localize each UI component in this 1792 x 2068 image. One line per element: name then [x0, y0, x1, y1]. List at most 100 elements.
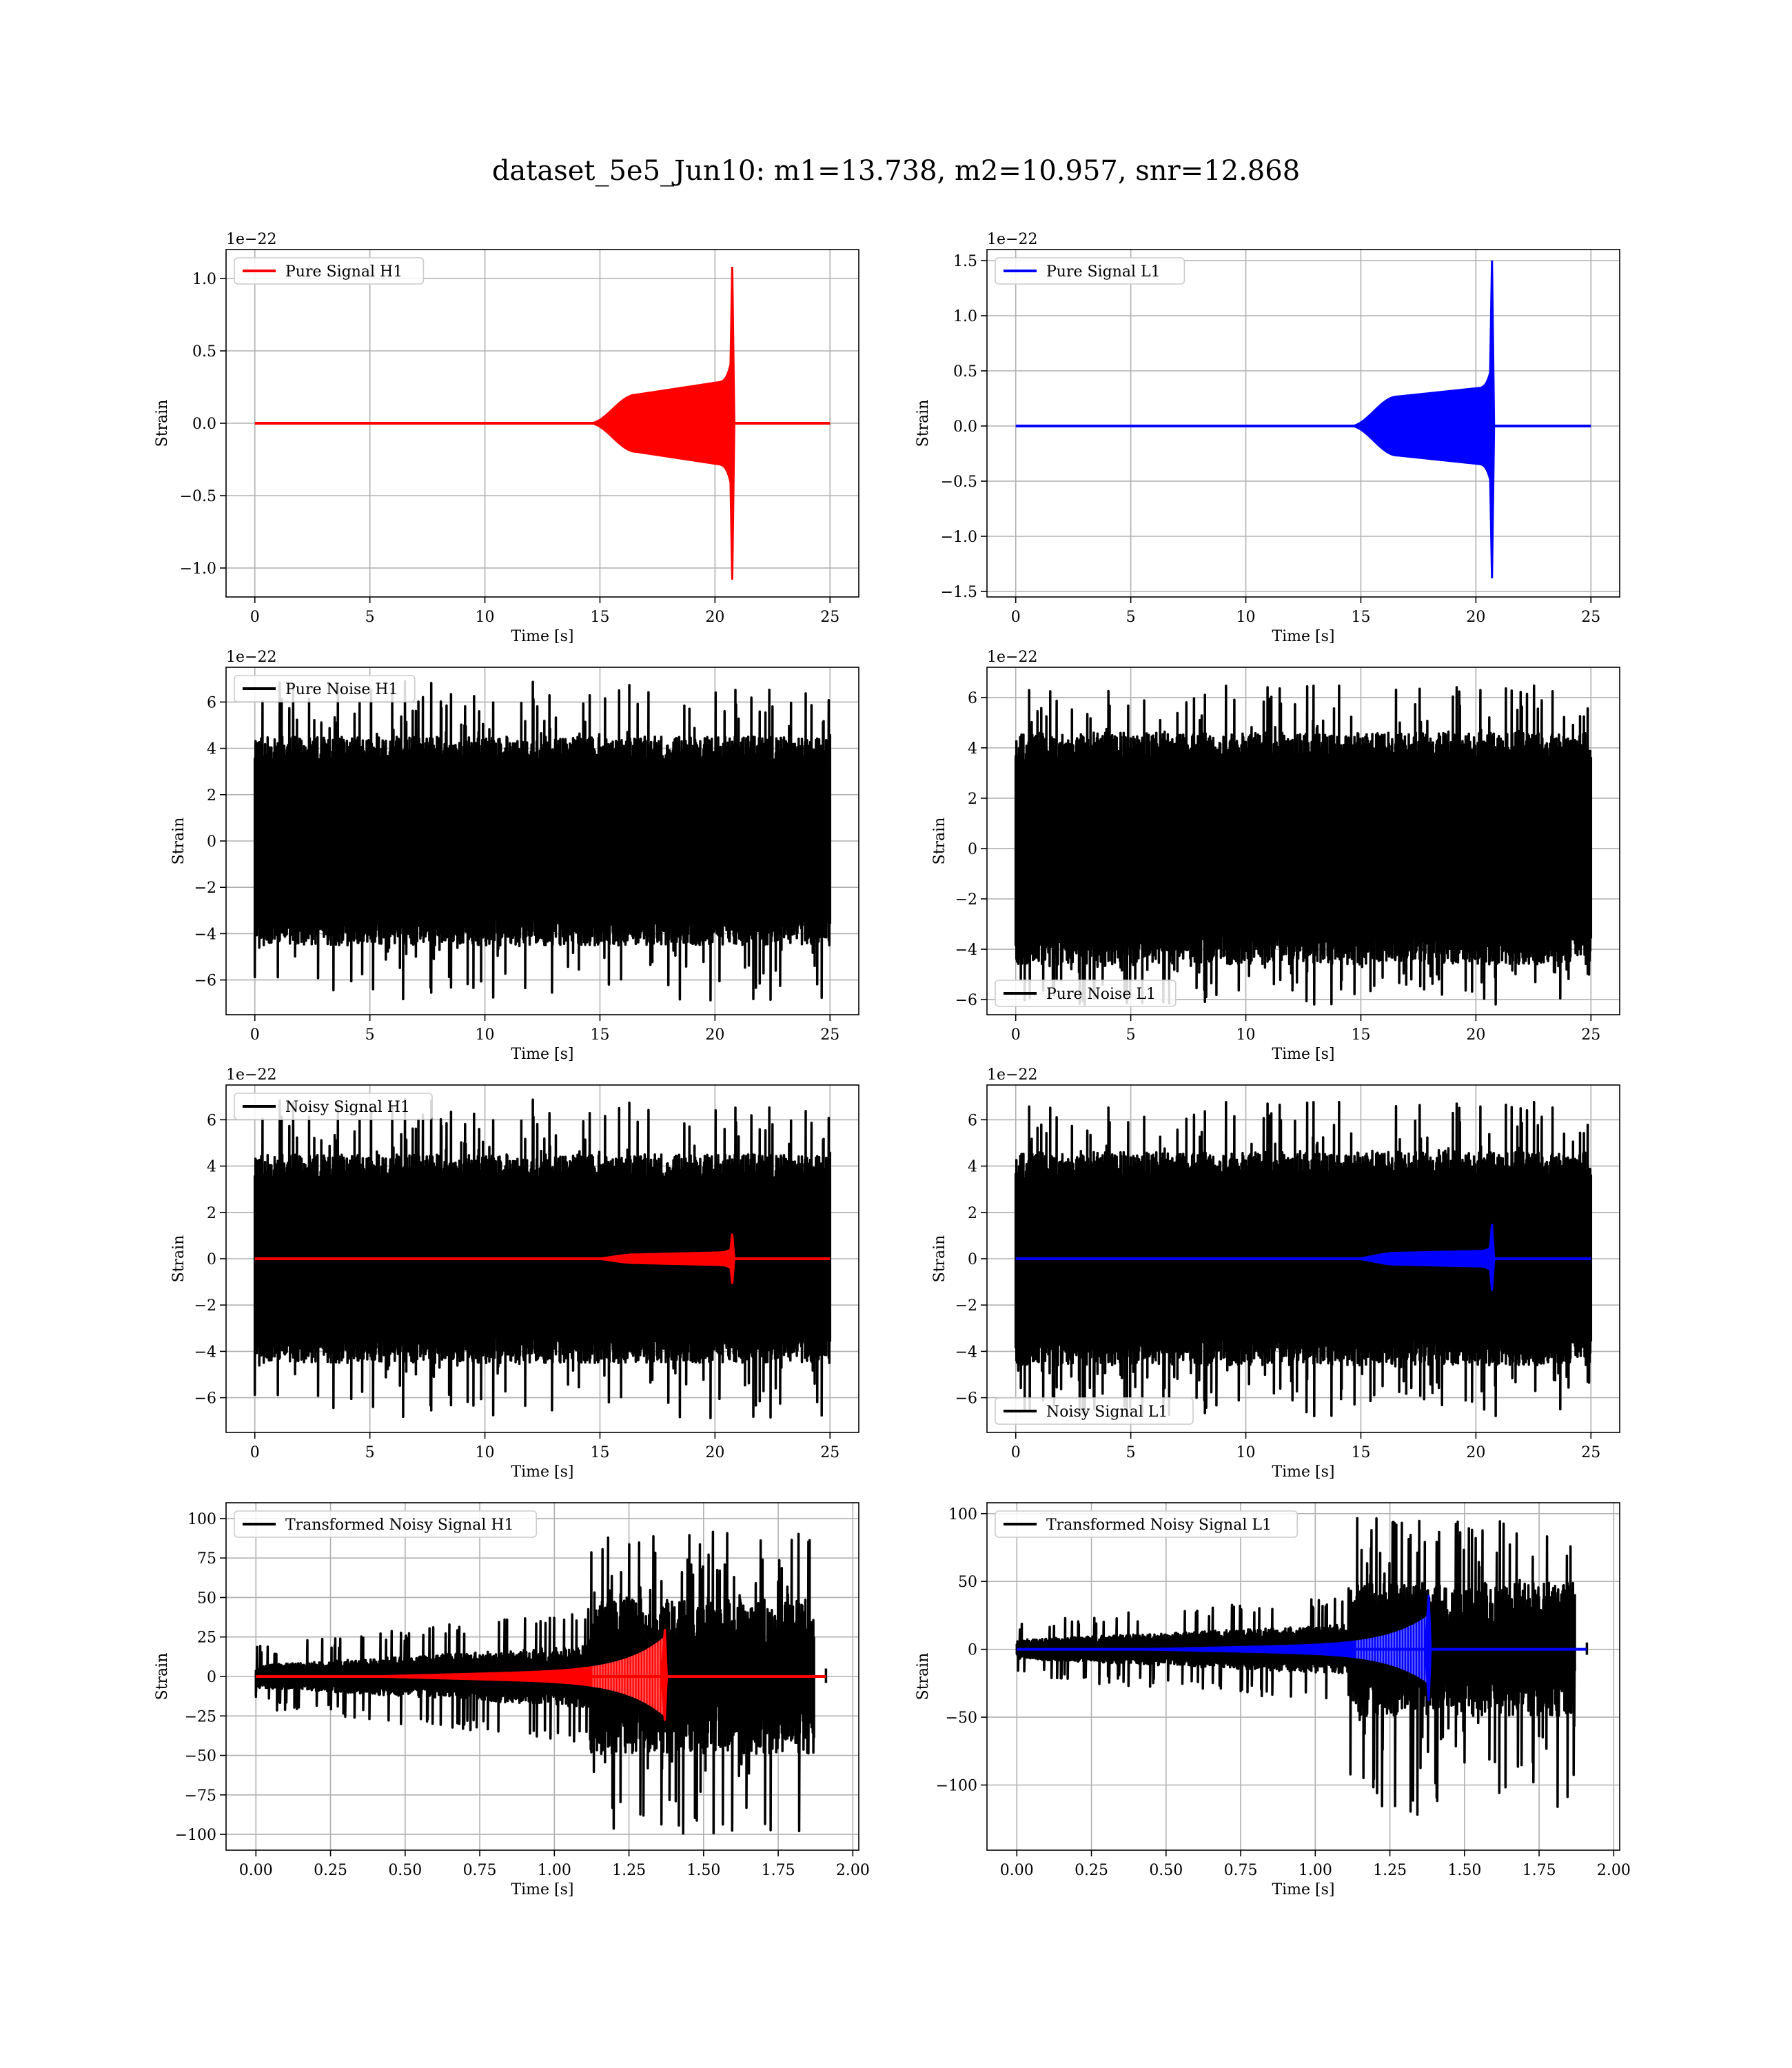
axis-offset-text: 1e−22 [987, 649, 1037, 666]
x-tick-label: 0.50 [388, 1862, 422, 1879]
x-tick-label: 1.00 [538, 1862, 571, 1879]
x-tick-label: 20 [1466, 1026, 1485, 1044]
y-tick-label: −6 [955, 992, 977, 1009]
y-tick-label: 1.0 [192, 271, 216, 288]
y-tick-label: −4 [955, 1344, 977, 1361]
legend: Pure Signal L1 [995, 257, 1185, 285]
x-tick-label: 0.25 [314, 1862, 347, 1879]
x-tick-label: 15 [590, 1026, 609, 1044]
y-tick-label: 0 [207, 833, 216, 851]
legend-box [995, 257, 1185, 285]
series-1-trace [1014, 1101, 1593, 1418]
y-tick-label: 6 [968, 1112, 977, 1129]
y-tick-label: −4 [955, 942, 977, 959]
figure-title: dataset_5e5_Jun10: m1=13.738, m2=10.957,… [491, 155, 1301, 187]
chart-panel-1: 0 5 10 15 20 25 −1.0 −0.5 0.0 0.5 1.0 Time [s] Strai… [154, 231, 859, 645]
x-tick-label: 2.00 [1597, 1862, 1631, 1879]
legend-box [234, 675, 416, 702]
y-axis-label: Strain [931, 1235, 948, 1283]
y-tick-label: −4 [194, 926, 216, 943]
y-tick-label: −6 [955, 1390, 977, 1408]
legend: Pure Noise H1 [234, 675, 416, 702]
series-2-merger-spike [1488, 1224, 1496, 1291]
x-tick-label: 5 [365, 1444, 375, 1461]
legend-label: Pure Signal L1 [1046, 263, 1161, 281]
y-tick-label: −4 [194, 1344, 216, 1361]
legend-box [234, 1093, 433, 1120]
legend: Pure Signal H1 [234, 257, 425, 285]
x-tick-label: 0.75 [463, 1862, 497, 1879]
y-tick-label: 100 [187, 1511, 216, 1528]
plot-area [254, 1530, 828, 1835]
y-tick-label: 50 [958, 1574, 977, 1591]
axis-offset-text: 1e−22 [226, 1066, 276, 1084]
series-1-merger-spike [728, 267, 735, 580]
x-tick-label: 10 [1236, 1026, 1256, 1044]
x-tick-label: 15 [590, 1444, 609, 1461]
y-tick-label: 0.0 [192, 416, 216, 433]
axes-frame [986, 1502, 1620, 1851]
y-tick-label: −0.5 [180, 488, 216, 505]
y-tick-label: 1.5 [953, 253, 977, 270]
axis-offset-text: 1e−22 [987, 231, 1037, 248]
legend: Transformed Noisy Signal H1 [234, 1510, 538, 1538]
x-tick-label: 20 [705, 1444, 724, 1461]
x-tick-label: 0.25 [1075, 1862, 1108, 1879]
y-tick-label: −2 [955, 1297, 977, 1315]
y-tick-label: 2 [968, 791, 977, 808]
chart-panel-2: 0 5 10 15 20 25 −1.5 −1.0 −0.5 0.0 0.5 1.0 1.5 Time [… [915, 231, 1620, 645]
x-tick-label: 25 [1581, 1026, 1600, 1044]
y-axis-label: Strain [154, 1653, 171, 1701]
chart-panel-8: 0.00 0.25 0.50 0.75 1.00 1.25 1.50 1.75 2.00 −100… [915, 1502, 1631, 1898]
x-tick-label: 5 [1126, 1444, 1136, 1461]
y-tick-label: 2 [968, 1205, 977, 1222]
legend: Pure Noise L1 [995, 980, 1177, 1007]
y-tick-label: −100 [175, 1827, 216, 1844]
plot-area [1014, 685, 1593, 1006]
chart-panel-5: 0 5 10 15 20 25 −6 −4 −2 0 2 4 6 Time [s] Strain 1e−22 N… [170, 1066, 859, 1481]
x-tick-label: 1.00 [1299, 1862, 1332, 1879]
axis-offset-text: 1e−22 [987, 1066, 1037, 1084]
x-tick-label: 1.25 [612, 1862, 646, 1879]
legend-box [234, 257, 425, 285]
x-tick-label: 5 [365, 609, 375, 626]
x-tick-label: 2.00 [836, 1862, 870, 1879]
x-tick-label: 0 [250, 609, 260, 626]
x-axis-label: Time [s] [511, 1463, 573, 1481]
x-tick-label: 1.50 [686, 1862, 720, 1879]
x-tick-label: 0.00 [239, 1862, 273, 1879]
x-tick-label: 0.00 [1000, 1862, 1034, 1879]
axes-frame [986, 249, 1620, 598]
y-tick-label: 4 [968, 740, 977, 758]
y-tick-label: 75 [197, 1550, 216, 1568]
y-tick-label: 4 [207, 1159, 216, 1176]
y-tick-label: 50 [197, 1590, 216, 1607]
y-axis-label: Strain [915, 1653, 932, 1701]
legend-label: Pure Noise H1 [285, 681, 398, 698]
x-tick-label: 0 [250, 1444, 260, 1461]
x-axis-label: Time [s] [511, 628, 573, 645]
series-2-merger-spike [728, 1233, 735, 1284]
series-1-trace [253, 1097, 832, 1419]
legend-label: Noisy Signal L1 [1046, 1403, 1168, 1421]
x-tick-label: 5 [1126, 1026, 1136, 1044]
y-tick-label: −2 [194, 880, 216, 897]
x-tick-label: 20 [705, 1026, 724, 1044]
y-axis-label: Strain [170, 1235, 187, 1283]
plot-area [1015, 1517, 1589, 1816]
chart-panel-4: 0 5 10 15 20 25 −6 −4 −2 0 2 4 6 Time [s] Strain 1e−22 P… [931, 649, 1620, 1063]
series-1-trace [1014, 685, 1593, 1006]
y-tick-label: 1.0 [953, 308, 977, 325]
y-tick-label: −100 [936, 1778, 977, 1795]
y-tick-label: 0 [207, 1251, 216, 1268]
legend-label: Pure Noise L1 [1046, 986, 1156, 1003]
plot-area [1015, 260, 1591, 578]
x-tick-label: 0 [1011, 1444, 1021, 1461]
y-tick-label: 0.0 [953, 418, 977, 436]
y-tick-label: 0 [968, 1251, 977, 1268]
y-axis-label: Strain [915, 400, 932, 447]
x-tick-label: 0.50 [1149, 1862, 1183, 1879]
x-tick-label: 0 [1011, 609, 1021, 626]
axis-offset-text: 1e−22 [226, 231, 276, 248]
